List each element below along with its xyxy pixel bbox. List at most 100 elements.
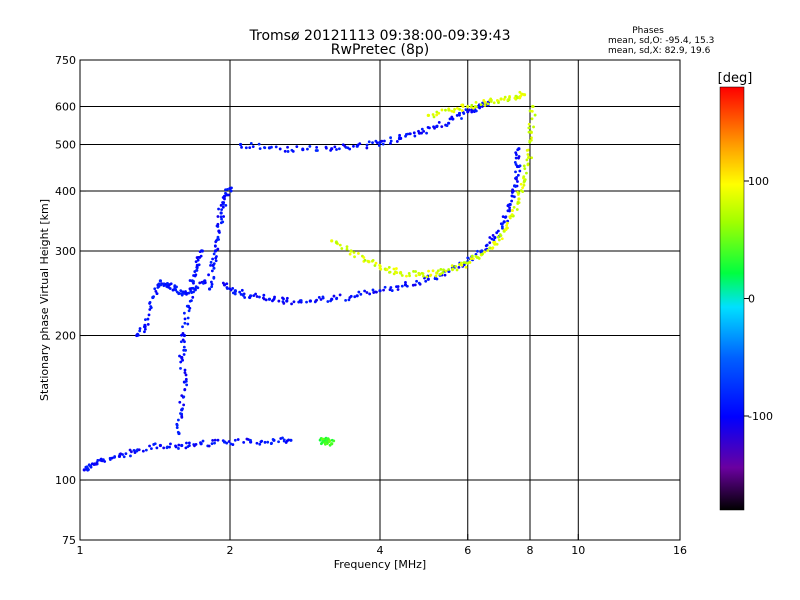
data-point	[522, 175, 526, 179]
data-point	[94, 462, 98, 466]
data-point	[398, 133, 402, 137]
data-point	[239, 292, 243, 296]
data-point	[516, 180, 519, 183]
data-point	[496, 235, 500, 239]
data-point	[85, 465, 89, 469]
data-point	[291, 150, 295, 153]
chart-title: Tromsø 20121113 09:38:00-09:39:43	[249, 28, 511, 44]
data-point	[396, 288, 400, 291]
data-point	[216, 438, 220, 442]
data-point	[466, 256, 470, 260]
data-point	[505, 224, 508, 227]
data-point	[523, 178, 527, 182]
data-point	[368, 292, 372, 296]
data-point	[353, 255, 356, 259]
data-point	[400, 274, 404, 277]
data-point	[383, 139, 386, 143]
data-point	[420, 271, 424, 275]
data-point	[317, 295, 321, 299]
data-point	[210, 285, 214, 289]
data-point	[426, 277, 430, 281]
data-point	[388, 288, 392, 292]
data-point	[258, 442, 262, 446]
data-point	[316, 149, 319, 152]
data-point	[434, 274, 438, 278]
data-point	[212, 275, 216, 279]
data-point	[179, 366, 182, 370]
data-point	[458, 107, 461, 111]
data-point	[327, 440, 331, 444]
data-point	[367, 140, 371, 144]
data-point	[417, 131, 422, 135]
data-point	[426, 126, 430, 129]
data-point	[513, 96, 517, 100]
data-point	[448, 117, 452, 121]
data-point	[155, 446, 159, 450]
data-point	[518, 164, 522, 168]
data-point	[413, 134, 417, 138]
data-point	[447, 268, 451, 271]
data-point	[479, 103, 483, 107]
data-point	[285, 299, 289, 303]
data-point	[516, 190, 520, 194]
data-point	[148, 300, 152, 304]
data-point	[182, 403, 186, 407]
data-point	[344, 298, 348, 302]
data-point	[523, 167, 527, 171]
data-point	[490, 247, 494, 250]
x-axis-label: Frequency [MHz]	[334, 558, 426, 571]
data-point	[258, 295, 261, 299]
data-point	[225, 441, 229, 445]
data-point	[452, 110, 456, 114]
data-point	[412, 131, 416, 135]
data-point	[180, 293, 184, 297]
data-point	[517, 147, 521, 151]
data-point	[217, 238, 221, 241]
data-point	[243, 296, 247, 299]
data-point	[420, 127, 424, 131]
data-point	[392, 267, 396, 271]
data-point	[277, 299, 281, 303]
data-point	[425, 275, 429, 279]
data-point	[193, 287, 197, 291]
data-point	[460, 109, 464, 112]
data-point	[521, 186, 525, 189]
data-point	[498, 233, 502, 236]
data-point	[174, 445, 178, 449]
data-point	[396, 285, 400, 288]
data-point	[199, 442, 203, 446]
data-point	[415, 279, 418, 283]
data-point	[330, 147, 334, 151]
data-point	[507, 98, 511, 101]
data-point	[517, 197, 521, 201]
data-point	[308, 299, 313, 303]
data-point	[474, 254, 478, 258]
data-point	[483, 100, 487, 104]
data-point	[186, 322, 190, 326]
data-point	[251, 145, 255, 149]
data-point	[511, 194, 514, 198]
data-point	[514, 170, 517, 174]
data-point	[381, 142, 385, 146]
data-point	[128, 448, 132, 452]
data-point	[144, 318, 147, 322]
data-point	[365, 291, 369, 294]
data-point	[187, 309, 191, 313]
data-point	[468, 108, 471, 112]
data-point	[440, 108, 444, 112]
data-point	[184, 373, 188, 377]
data-point	[213, 438, 217, 442]
data-point	[513, 160, 517, 164]
data-point	[503, 95, 507, 99]
data-point	[332, 439, 336, 443]
data-point	[447, 108, 451, 112]
data-point	[502, 98, 506, 101]
y-tick-label: 200	[55, 330, 76, 343]
data-point	[330, 239, 334, 243]
data-point	[222, 215, 226, 218]
data-point	[219, 203, 223, 207]
data-point	[488, 241, 492, 245]
data-point	[529, 138, 533, 142]
data-point	[472, 108, 476, 112]
data-point	[435, 124, 439, 128]
